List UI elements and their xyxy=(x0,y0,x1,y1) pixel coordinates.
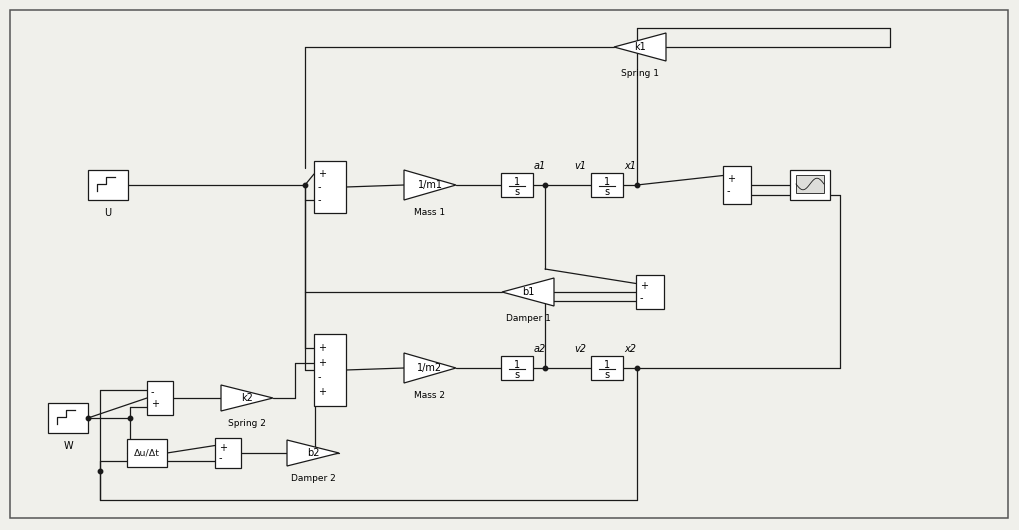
Bar xyxy=(314,334,346,406)
Text: -: - xyxy=(318,195,322,205)
Text: s: s xyxy=(515,370,520,380)
Polygon shape xyxy=(404,170,455,200)
Bar xyxy=(127,439,167,467)
Bar xyxy=(591,356,623,380)
Text: s: s xyxy=(515,187,520,197)
Text: a1: a1 xyxy=(534,161,546,171)
Bar xyxy=(790,170,830,200)
Text: +: + xyxy=(318,386,326,396)
Text: -: - xyxy=(318,182,322,192)
Text: v1: v1 xyxy=(574,161,586,171)
Text: 1/m2: 1/m2 xyxy=(418,363,442,373)
Text: U: U xyxy=(104,208,111,218)
Text: Damper 1: Damper 1 xyxy=(505,314,550,323)
Bar xyxy=(636,275,664,309)
Text: -: - xyxy=(318,372,322,382)
Text: 1: 1 xyxy=(514,360,520,370)
Text: b2: b2 xyxy=(307,448,319,458)
Text: k2: k2 xyxy=(242,393,253,403)
Text: +: + xyxy=(151,399,159,409)
Text: 1: 1 xyxy=(514,177,520,187)
Polygon shape xyxy=(502,278,554,306)
Text: +: + xyxy=(640,281,648,292)
Text: -: - xyxy=(219,453,222,463)
Text: -: - xyxy=(151,387,155,398)
Text: +: + xyxy=(318,358,326,368)
Bar xyxy=(48,403,88,433)
Text: s: s xyxy=(604,187,609,197)
Bar xyxy=(796,175,824,193)
Text: Spring 2: Spring 2 xyxy=(228,419,266,428)
Text: Spring 1: Spring 1 xyxy=(621,69,659,78)
Bar xyxy=(501,356,533,380)
Text: +: + xyxy=(219,443,227,453)
Bar xyxy=(88,170,128,200)
Text: a2: a2 xyxy=(534,344,546,354)
Polygon shape xyxy=(614,33,666,61)
Text: +: + xyxy=(318,169,326,179)
Text: b1: b1 xyxy=(522,287,534,297)
Text: x1: x1 xyxy=(624,161,636,171)
Text: s: s xyxy=(604,370,609,380)
Text: 1: 1 xyxy=(604,177,610,187)
Bar xyxy=(314,161,346,213)
Bar xyxy=(147,381,173,415)
Text: x2: x2 xyxy=(624,344,636,354)
Bar xyxy=(723,166,751,204)
Text: Mass 1: Mass 1 xyxy=(415,208,445,217)
Text: v2: v2 xyxy=(574,344,586,354)
Text: Δu/Δt: Δu/Δt xyxy=(135,448,160,457)
Text: -: - xyxy=(640,293,644,303)
Text: +: + xyxy=(727,174,735,184)
Polygon shape xyxy=(404,353,455,383)
Text: +: + xyxy=(318,343,326,354)
Bar xyxy=(215,438,242,468)
Text: 1/m1: 1/m1 xyxy=(418,180,442,190)
Polygon shape xyxy=(287,440,339,466)
Text: k1: k1 xyxy=(634,42,646,52)
Bar xyxy=(591,173,623,197)
Text: Damper 2: Damper 2 xyxy=(290,474,335,483)
Text: 1: 1 xyxy=(604,360,610,370)
Text: -: - xyxy=(727,187,731,196)
Bar xyxy=(501,173,533,197)
Text: W: W xyxy=(63,441,72,451)
Text: Mass 2: Mass 2 xyxy=(415,391,445,400)
Polygon shape xyxy=(221,385,273,411)
